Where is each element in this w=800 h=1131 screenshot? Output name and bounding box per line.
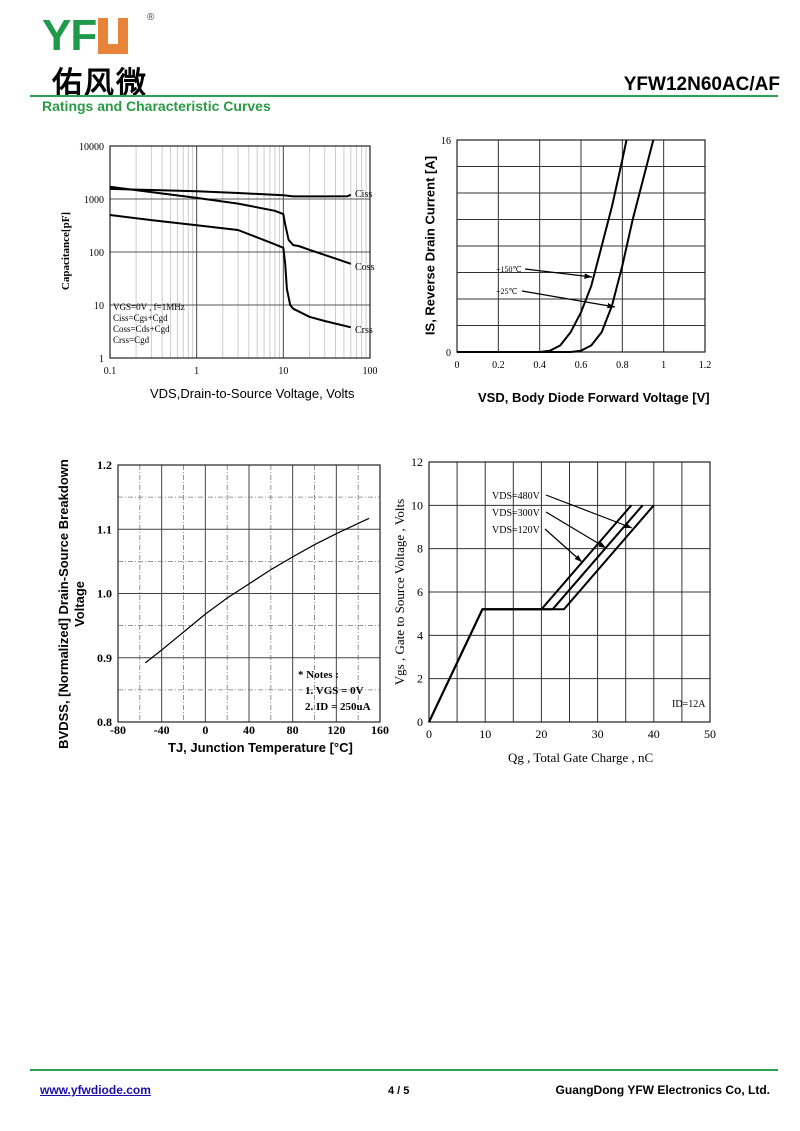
chart1-ylabel: Capacitance[pF] (60, 211, 72, 291)
chart1-series-line (109, 214, 352, 329)
chart3-series-line (144, 517, 370, 664)
chart2-ytick-label: 0 (446, 348, 451, 359)
chart2-arrow-head (584, 273, 592, 279)
chart4-arrow (545, 494, 633, 529)
chart4-xlabel: Qg , Total Gate Charge , nC (508, 750, 654, 765)
chart2-xtick-label: 0.4 (533, 360, 546, 371)
chart1-ytick-label: 100 (89, 248, 104, 259)
chart4-plot-frame (428, 461, 711, 723)
chart1-series-line (109, 187, 352, 198)
chart4-xtick-label: 20 (535, 727, 547, 741)
chart1-legend-text: Ciss=Cgs+Cgd (113, 313, 168, 323)
chart2-xtick-label: 0.8 (616, 360, 629, 371)
chart3-xtick-label: 0 (202, 723, 208, 737)
chart2-series-line (457, 139, 655, 353)
chart1-ytick-label: 10000 (79, 142, 104, 153)
chart4-annotation: ID=12A (672, 699, 706, 710)
chart4-arrow (545, 511, 607, 549)
chart4-xtick-label: 30 (592, 727, 604, 741)
chart2-arrow-head (607, 303, 615, 309)
chart1-series-line (109, 185, 352, 265)
chart2-series-label: +150℃ (496, 265, 522, 274)
registered-mark: ® (147, 12, 155, 23)
chart3-ylabel: BVDSS, [Normalized] Drain-Source Breakdo… (56, 459, 87, 749)
chart2-xtick-label: 0.6 (575, 360, 588, 371)
chart4-ytick-label: 2 (417, 672, 423, 686)
chart4-xtick-label: 0 (426, 727, 432, 741)
chart3-ytick-label: 1.1 (97, 522, 112, 536)
logo: YF (42, 14, 129, 58)
chart1-legend-text: VGS=0V , f=1MHz (113, 302, 185, 312)
chart3-note: * Notes : (298, 669, 339, 681)
chart4-series-line (428, 504, 633, 723)
chart2-plot-frame (456, 139, 706, 353)
chart2-arrow (524, 268, 593, 278)
header-divider (30, 95, 778, 97)
chart3-xtick-label: 80 (287, 723, 299, 737)
chart4-series-label: VDS=300V (492, 508, 541, 519)
chart4-ytick-label: 4 (417, 628, 423, 642)
chart1-xtick-label: 0.1 (104, 366, 117, 377)
chart1-series-label: Ciss (355, 189, 372, 200)
part-number: YFW12N60AC/AF (623, 74, 780, 95)
chart3-xtick-label: -80 (110, 723, 126, 737)
chart3-xlabel: TJ, Junction Temperature [°C] (168, 740, 353, 755)
chart4-series-label: VDS=120V (492, 525, 541, 536)
chart3-xtick-label: 40 (243, 723, 255, 737)
chart3-ytick-label: 0.9 (97, 651, 112, 665)
chart4-ytick-label: 12 (411, 455, 423, 469)
chart3-ytick-label: 1.2 (97, 458, 112, 472)
chart1-xtick-label: 10 (278, 366, 288, 377)
chart4-ytick-label: 8 (417, 542, 423, 556)
website-link[interactable]: www.yfwdiode.com (40, 1083, 151, 1097)
section-title: Ratings and Characteristic Curves (42, 98, 271, 114)
chart3-plot-frame (117, 464, 381, 723)
chart1-ytick-label: 10 (94, 301, 104, 312)
chart3-ytick-label: 1.0 (97, 587, 112, 601)
chart2-arrow (521, 290, 616, 308)
chart4-ylabel: Vgs , Gate to Source Voltage , Volts (392, 498, 407, 686)
chart1-xtick-label: 100 (363, 366, 378, 377)
chart4-arrow-head (598, 541, 606, 548)
chart1-ytick-label: 1000 (84, 195, 104, 206)
chart1-series-label: Coss (355, 262, 375, 273)
chart1-series-label: Crss (355, 325, 373, 336)
chart1-legend-text: Crss=Cgd (113, 335, 150, 345)
chart2-ylabel: IS, Reverse Drain Current [A] (422, 155, 438, 336)
chart1-legend-text: Coss=Cds+Cgd (113, 324, 170, 334)
company-name: GuangDong YFW Electronics Co, Ltd. (555, 1083, 770, 1097)
page-number: 4 / 5 (388, 1085, 410, 1097)
chart4-xtick-label: 50 (704, 727, 716, 741)
chart2-xlabel: VSD, Body Diode Forward Voltage [V] (478, 390, 710, 405)
chart4-ytick-label: 6 (417, 585, 423, 599)
chart4-ytick-label: 0 (417, 715, 423, 729)
chart2-xtick-label: 0 (455, 360, 460, 371)
chart2-xtick-label: 1.2 (699, 360, 712, 371)
chart1-plot-frame (109, 145, 371, 359)
chart4-xtick-label: 40 (648, 727, 660, 741)
chart4-ytick-label: 10 (411, 498, 423, 512)
chart1-xtick-label: 1 (194, 366, 199, 377)
chart4-arrow-head (624, 522, 632, 528)
chart3-xtick-label: 160 (371, 723, 389, 737)
chart4-arrow (544, 528, 583, 563)
chart3-note: 2. ID = 250uA (305, 701, 371, 713)
footer-divider (30, 1069, 778, 1071)
chart4-series-label: VDS=480V (492, 491, 541, 502)
chart4-series-line (428, 504, 644, 723)
chart4-arrow-head (574, 554, 582, 562)
chart3-note: 1. VGS = 0V (305, 685, 364, 697)
chart2-xtick-label: 0.2 (492, 360, 505, 371)
chart4-xtick-label: 10 (479, 727, 491, 741)
chart2-series-label: +25℃ (496, 287, 518, 296)
chart2-ytick-label: 16 (441, 136, 451, 147)
chart1-ytick-label: 1 (99, 354, 104, 365)
chart2-xtick-label: 1 (661, 360, 666, 371)
chart3-ytick-label: 0.8 (97, 715, 112, 729)
chart3-xtick-label: -40 (154, 723, 170, 737)
chart1-xlabel: VDS,Drain-to-Source Voltage, Volts (150, 386, 355, 401)
chart3-xtick-label: 120 (327, 723, 345, 737)
